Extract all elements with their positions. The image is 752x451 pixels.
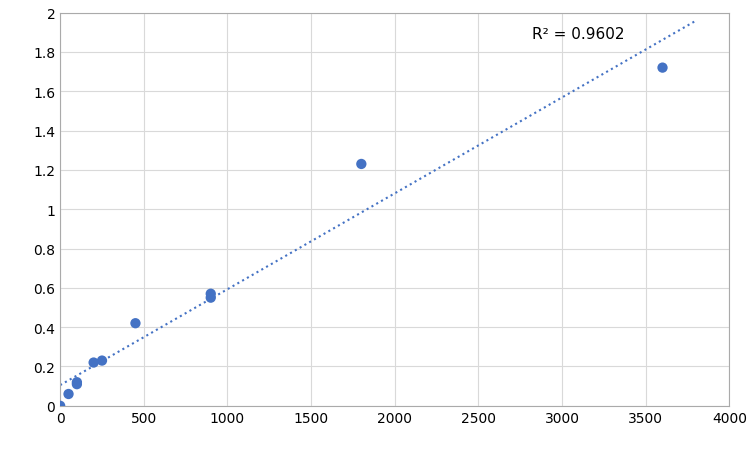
Point: [355, 161, 367, 168]
Point: [656, 65, 669, 72]
Point: [71, 381, 83, 388]
Point: [87, 359, 99, 366]
Point: [71, 379, 83, 386]
Point: [205, 295, 217, 302]
Point: [54, 402, 66, 410]
Point: [205, 290, 217, 298]
Point: [96, 357, 108, 364]
Point: [129, 320, 141, 327]
Text: R² = 0.9602: R² = 0.9602: [532, 27, 624, 42]
Point: [62, 391, 74, 398]
